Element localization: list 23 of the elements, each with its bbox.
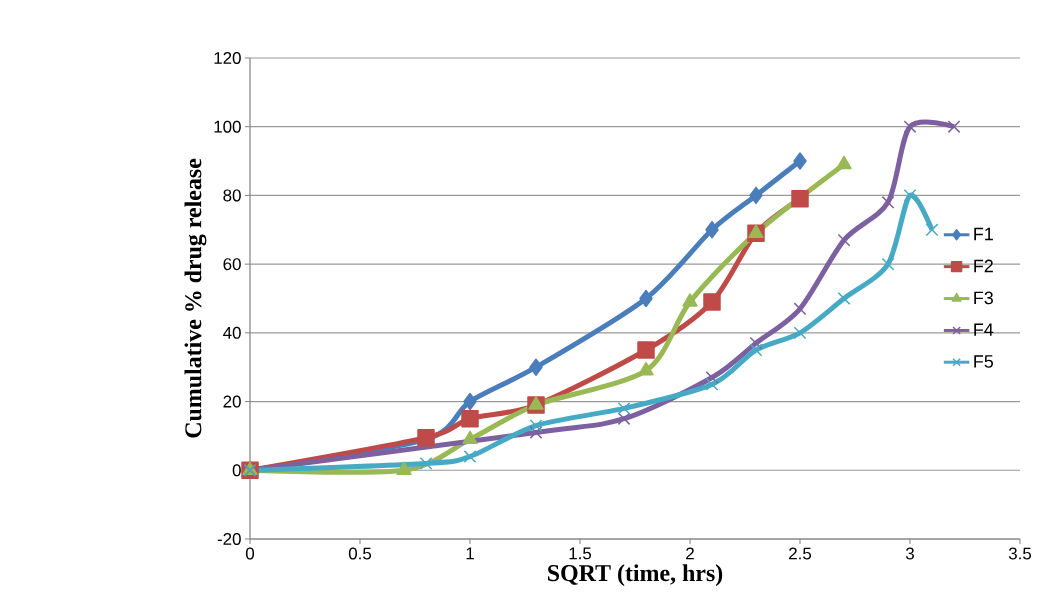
legend-label: F1	[974, 227, 993, 241]
x-tick-label: 0.5	[348, 547, 372, 560]
x-tick-label: 3	[905, 547, 914, 560]
x-tick-label: 2	[686, 547, 694, 560]
x-tick-label: 3.5	[1008, 547, 1032, 560]
legend-label: F5	[974, 355, 994, 368]
x-axis-title: SQRT (time, hrs)	[548, 564, 723, 587]
x-tick-label: 1	[466, 547, 474, 560]
x-tick-label: 2.5	[789, 547, 812, 560]
legend-label: F4	[974, 323, 994, 336]
y-axis-title: Cumulative % drug release	[184, 158, 207, 438]
x-tick-label: 1.5	[569, 547, 592, 560]
y-tick-label: 0	[232, 464, 241, 477]
legend-label: F3	[974, 291, 993, 305]
y-tick-label: 120	[214, 51, 241, 64]
x-tick-label: 0	[245, 547, 255, 560]
y-tick-label: 40	[223, 326, 241, 339]
y-tick-label: 80	[223, 189, 241, 202]
y-tick-label: 60	[223, 258, 241, 271]
legend-label: F2	[974, 259, 993, 273]
y-tick-label: 100	[214, 120, 241, 133]
y-tick-label: 20	[223, 395, 241, 408]
y-tick-label: -20	[217, 532, 241, 545]
